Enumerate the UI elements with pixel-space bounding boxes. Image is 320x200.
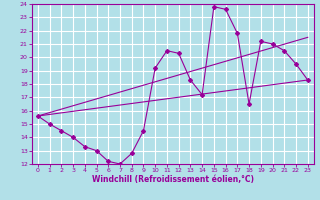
X-axis label: Windchill (Refroidissement éolien,°C): Windchill (Refroidissement éolien,°C) xyxy=(92,175,254,184)
